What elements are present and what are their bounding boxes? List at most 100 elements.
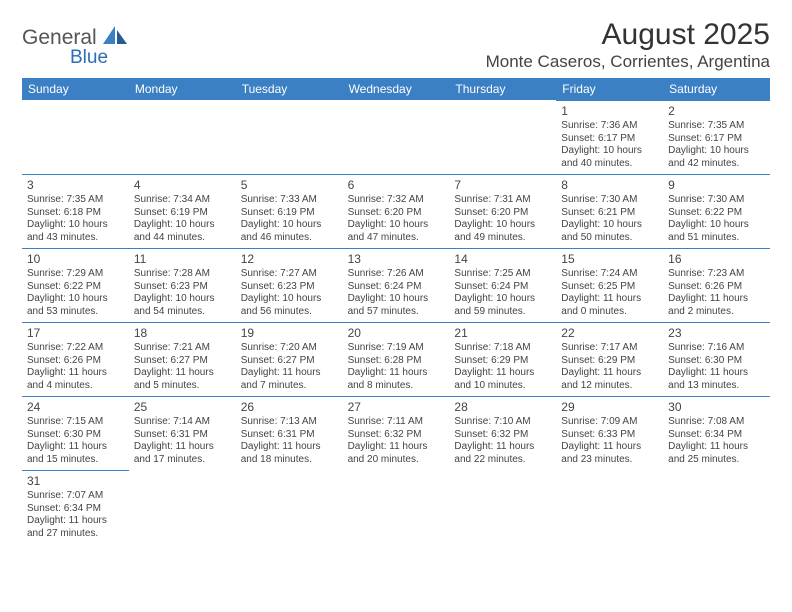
day-number: 19 bbox=[241, 326, 338, 341]
day-number: 11 bbox=[134, 252, 231, 267]
sunset-line: Sunset: 6:20 PM bbox=[454, 207, 551, 220]
sunrise-line: Sunrise: 7:20 AM bbox=[241, 342, 338, 355]
empty-cell bbox=[236, 100, 343, 174]
daylight-line: Daylight: 10 hours and 40 minutes. bbox=[561, 145, 658, 170]
sunset-line: Sunset: 6:29 PM bbox=[454, 355, 551, 368]
sunrise-line: Sunrise: 7:23 AM bbox=[668, 268, 765, 281]
daylight-line: Daylight: 11 hours and 25 minutes. bbox=[668, 441, 765, 466]
sunset-line: Sunset: 6:32 PM bbox=[348, 429, 445, 442]
day-number: 31 bbox=[27, 474, 124, 489]
day-number: 16 bbox=[668, 252, 765, 267]
day-number: 6 bbox=[348, 178, 445, 193]
day-cell: 31Sunrise: 7:07 AMSunset: 6:34 PMDayligh… bbox=[22, 470, 129, 544]
day-cell: 5Sunrise: 7:33 AMSunset: 6:19 PMDaylight… bbox=[236, 174, 343, 248]
day-cell: 3Sunrise: 7:35 AMSunset: 6:18 PMDaylight… bbox=[22, 174, 129, 248]
day-cell: 24Sunrise: 7:15 AMSunset: 6:30 PMDayligh… bbox=[22, 396, 129, 470]
daylight-line: Daylight: 11 hours and 27 minutes. bbox=[27, 515, 124, 540]
day-number: 30 bbox=[668, 400, 765, 415]
day-cell: 14Sunrise: 7:25 AMSunset: 6:24 PMDayligh… bbox=[449, 248, 556, 322]
sunrise-line: Sunrise: 7:11 AM bbox=[348, 416, 445, 429]
sunset-line: Sunset: 6:34 PM bbox=[27, 503, 124, 516]
sunset-line: Sunset: 6:27 PM bbox=[134, 355, 231, 368]
empty-cell bbox=[22, 100, 129, 174]
sunset-line: Sunset: 6:20 PM bbox=[348, 207, 445, 220]
sunset-line: Sunset: 6:28 PM bbox=[348, 355, 445, 368]
daylight-line: Daylight: 10 hours and 57 minutes. bbox=[348, 293, 445, 318]
day-cell: 11Sunrise: 7:28 AMSunset: 6:23 PMDayligh… bbox=[129, 248, 236, 322]
sunrise-line: Sunrise: 7:10 AM bbox=[454, 416, 551, 429]
sunset-line: Sunset: 6:34 PM bbox=[668, 429, 765, 442]
sunrise-line: Sunrise: 7:16 AM bbox=[668, 342, 765, 355]
sunset-line: Sunset: 6:19 PM bbox=[241, 207, 338, 220]
daylight-line: Daylight: 11 hours and 7 minutes. bbox=[241, 367, 338, 392]
day-number: 27 bbox=[348, 400, 445, 415]
day-number: 15 bbox=[561, 252, 658, 267]
sunrise-line: Sunrise: 7:31 AM bbox=[454, 194, 551, 207]
daylight-line: Daylight: 10 hours and 43 minutes. bbox=[27, 219, 124, 244]
daylight-line: Daylight: 11 hours and 12 minutes. bbox=[561, 367, 658, 392]
sunrise-line: Sunrise: 7:14 AM bbox=[134, 416, 231, 429]
page-title: August 2025 bbox=[602, 18, 770, 52]
daylight-line: Daylight: 10 hours and 51 minutes. bbox=[668, 219, 765, 244]
sunrise-line: Sunrise: 7:27 AM bbox=[241, 268, 338, 281]
daylight-line: Daylight: 10 hours and 47 minutes. bbox=[348, 219, 445, 244]
empty-cell bbox=[449, 100, 556, 174]
sunset-line: Sunset: 6:30 PM bbox=[668, 355, 765, 368]
sunrise-line: Sunrise: 7:35 AM bbox=[668, 120, 765, 133]
sunrise-line: Sunrise: 7:24 AM bbox=[561, 268, 658, 281]
day-header: Tuesday bbox=[236, 78, 343, 100]
sunset-line: Sunset: 6:17 PM bbox=[561, 133, 658, 146]
daylight-line: Daylight: 10 hours and 56 minutes. bbox=[241, 293, 338, 318]
daylight-line: Daylight: 11 hours and 8 minutes. bbox=[348, 367, 445, 392]
day-cell: 25Sunrise: 7:14 AMSunset: 6:31 PMDayligh… bbox=[129, 396, 236, 470]
sunset-line: Sunset: 6:30 PM bbox=[27, 429, 124, 442]
day-cell: 12Sunrise: 7:27 AMSunset: 6:23 PMDayligh… bbox=[236, 248, 343, 322]
day-number: 22 bbox=[561, 326, 658, 341]
sunrise-line: Sunrise: 7:30 AM bbox=[561, 194, 658, 207]
day-header: Friday bbox=[556, 78, 663, 100]
sunrise-line: Sunrise: 7:26 AM bbox=[348, 268, 445, 281]
sunrise-line: Sunrise: 7:29 AM bbox=[27, 268, 124, 281]
day-cell: 26Sunrise: 7:13 AMSunset: 6:31 PMDayligh… bbox=[236, 396, 343, 470]
daylight-line: Daylight: 10 hours and 59 minutes. bbox=[454, 293, 551, 318]
sunset-line: Sunset: 6:17 PM bbox=[668, 133, 765, 146]
day-number: 24 bbox=[27, 400, 124, 415]
sunset-line: Sunset: 6:29 PM bbox=[561, 355, 658, 368]
sunrise-line: Sunrise: 7:22 AM bbox=[27, 342, 124, 355]
daylight-line: Daylight: 10 hours and 42 minutes. bbox=[668, 145, 765, 170]
day-number: 18 bbox=[134, 326, 231, 341]
day-cell: 19Sunrise: 7:20 AMSunset: 6:27 PMDayligh… bbox=[236, 322, 343, 396]
location-text: Monte Caseros, Corrientes, Argentina bbox=[22, 52, 770, 72]
daylight-line: Daylight: 11 hours and 18 minutes. bbox=[241, 441, 338, 466]
sunrise-line: Sunrise: 7:19 AM bbox=[348, 342, 445, 355]
day-number: 2 bbox=[668, 104, 765, 119]
day-header: Wednesday bbox=[343, 78, 450, 100]
sunrise-line: Sunrise: 7:33 AM bbox=[241, 194, 338, 207]
sunset-line: Sunset: 6:33 PM bbox=[561, 429, 658, 442]
day-number: 12 bbox=[241, 252, 338, 267]
daylight-line: Daylight: 11 hours and 13 minutes. bbox=[668, 367, 765, 392]
day-cell: 18Sunrise: 7:21 AMSunset: 6:27 PMDayligh… bbox=[129, 322, 236, 396]
day-number: 10 bbox=[27, 252, 124, 267]
day-cell: 15Sunrise: 7:24 AMSunset: 6:25 PMDayligh… bbox=[556, 248, 663, 322]
sunset-line: Sunset: 6:24 PM bbox=[348, 281, 445, 294]
sunset-line: Sunset: 6:31 PM bbox=[134, 429, 231, 442]
sunset-line: Sunset: 6:22 PM bbox=[668, 207, 765, 220]
header: General Blue August 2025 bbox=[22, 18, 770, 52]
day-cell: 1Sunrise: 7:36 AMSunset: 6:17 PMDaylight… bbox=[556, 100, 663, 174]
sunrise-line: Sunrise: 7:35 AM bbox=[27, 194, 124, 207]
sunset-line: Sunset: 6:26 PM bbox=[27, 355, 124, 368]
day-number: 3 bbox=[27, 178, 124, 193]
day-cell: 22Sunrise: 7:17 AMSunset: 6:29 PMDayligh… bbox=[556, 322, 663, 396]
sunrise-line: Sunrise: 7:13 AM bbox=[241, 416, 338, 429]
sunrise-line: Sunrise: 7:21 AM bbox=[134, 342, 231, 355]
calendar-grid: 1Sunrise: 7:36 AMSunset: 6:17 PMDaylight… bbox=[22, 100, 770, 544]
day-cell: 17Sunrise: 7:22 AMSunset: 6:26 PMDayligh… bbox=[22, 322, 129, 396]
daylight-line: Daylight: 11 hours and 23 minutes. bbox=[561, 441, 658, 466]
day-number: 1 bbox=[561, 104, 658, 119]
day-number: 26 bbox=[241, 400, 338, 415]
daylight-line: Daylight: 10 hours and 53 minutes. bbox=[27, 293, 124, 318]
day-cell: 10Sunrise: 7:29 AMSunset: 6:22 PMDayligh… bbox=[22, 248, 129, 322]
empty-cell bbox=[129, 100, 236, 174]
sunset-line: Sunset: 6:32 PM bbox=[454, 429, 551, 442]
